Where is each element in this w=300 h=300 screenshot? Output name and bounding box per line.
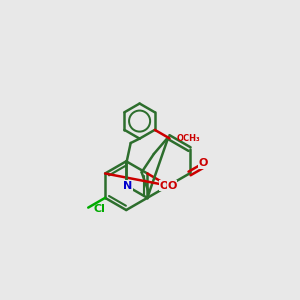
Text: N: N (123, 181, 132, 191)
Text: O: O (159, 181, 169, 191)
Text: O: O (167, 181, 177, 191)
Text: Cl: Cl (94, 204, 106, 214)
Text: O: O (198, 158, 208, 169)
Text: OCH₃: OCH₃ (177, 134, 201, 143)
